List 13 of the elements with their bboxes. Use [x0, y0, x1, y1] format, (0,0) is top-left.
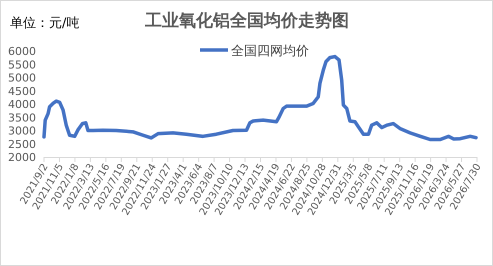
text: 单位：元/吨: [10, 16, 80, 31]
y-tick-label: 6000: [8, 45, 36, 58]
chart-title: 工业氧化铝全国均价走势图: [144, 11, 349, 31]
y-tick-label: 3500: [8, 111, 36, 124]
y-tick-label: 4500: [8, 84, 36, 98]
y-tick-label: 5500: [8, 58, 36, 72]
y-tick-label: 5000: [8, 72, 36, 84]
y-tick-label: 2500: [8, 138, 36, 151]
legend-label: 全国四网均价: [231, 44, 309, 59]
y-tick-label: 4000: [8, 98, 36, 111]
legend: 全国四网均价: [200, 44, 309, 59]
y-tick-label: 3000: [8, 124, 36, 138]
y-tick-label: 2000: [8, 151, 36, 164]
